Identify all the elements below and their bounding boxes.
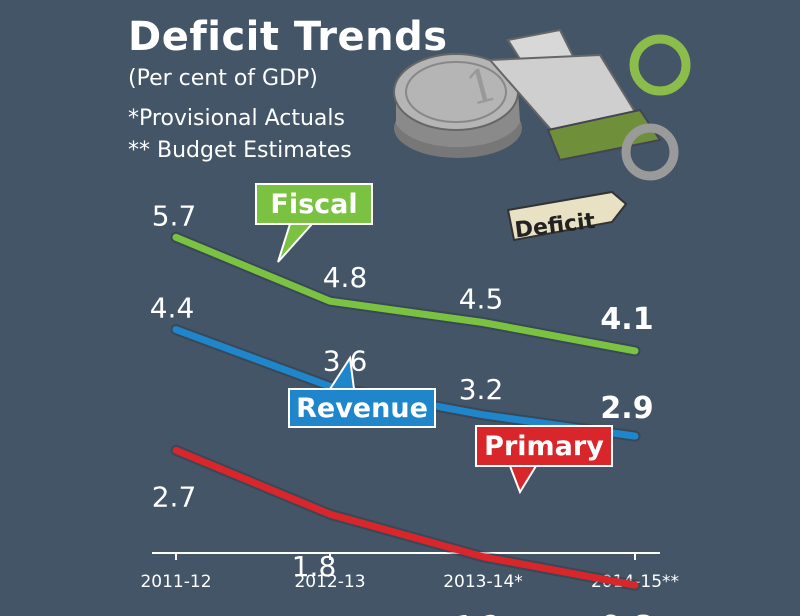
legend-callout-fiscal: Fiscal [255,183,373,263]
legend-callout-label: Fiscal [270,189,357,220]
data-label-primary: 2.7 [152,480,197,513]
coin-scissors-illustration: 1 Deficit [393,28,691,243]
deficit-tag [506,190,628,242]
x-tick-label: 2013-14* [443,572,523,592]
series-line-fiscal [172,233,639,355]
data-label-fiscal: 4.5 [459,283,504,316]
legend-callout-primary: Primary [475,425,613,495]
note-provisional: *Provisional Actuals [128,106,345,131]
legend-callout-label: Revenue [296,393,428,424]
x-tick-label: 2012-13 [294,572,365,592]
scissors-handle-icon [629,34,691,96]
chart-title: Deficit Trends [128,14,448,60]
data-label-fiscal: 5.7 [152,199,197,232]
data-label-primary: 1.2 [456,609,501,616]
data-label-revenue: 3.2 [459,373,504,406]
data-label-primary: 0.8 [600,610,653,616]
data-label-fiscal: 4.1 [600,302,653,337]
data-label-primary: 1.8 [292,550,337,583]
data-label-revenue: 4.4 [150,292,195,325]
legend-callout-label: Primary [484,431,604,462]
legend-callout-revenue: Revenue [288,355,436,428]
x-tick-label: 2011-12 [140,572,211,592]
chart-subtitle: (Per cent of GDP) [128,66,318,91]
series-line-primary [172,446,639,589]
note-budget: ** Budget Estimates [128,138,352,163]
data-label-revenue: 2.9 [600,391,653,426]
data-label-fiscal: 4.8 [323,261,368,294]
